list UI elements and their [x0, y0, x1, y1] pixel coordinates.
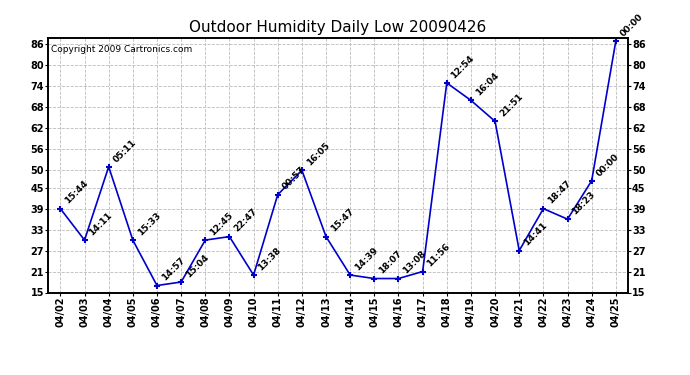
Text: 13:08: 13:08 [402, 249, 428, 276]
Text: 15:47: 15:47 [329, 207, 355, 234]
Text: 18:23: 18:23 [571, 190, 597, 216]
Title: Outdoor Humidity Daily Low 20090426: Outdoor Humidity Daily Low 20090426 [190, 20, 486, 35]
Text: 11:56: 11:56 [426, 242, 452, 269]
Text: 14:39: 14:39 [353, 246, 380, 272]
Text: 14:57: 14:57 [160, 256, 186, 283]
Text: 14:11: 14:11 [88, 211, 114, 237]
Text: 21:51: 21:51 [498, 92, 524, 118]
Text: 15:44: 15:44 [63, 179, 90, 206]
Text: Copyright 2009 Cartronics.com: Copyright 2009 Cartronics.com [51, 45, 193, 54]
Text: 00:00: 00:00 [619, 12, 645, 38]
Text: 16:04: 16:04 [474, 71, 500, 98]
Text: 12:54: 12:54 [450, 54, 476, 80]
Text: 12:45: 12:45 [208, 211, 235, 237]
Text: 00:00: 00:00 [595, 152, 621, 178]
Text: 18:47: 18:47 [546, 179, 573, 206]
Text: 14:41: 14:41 [522, 221, 549, 248]
Text: 15:33: 15:33 [136, 211, 162, 237]
Text: 05:11: 05:11 [112, 138, 138, 164]
Text: 18:07: 18:07 [377, 249, 404, 276]
Text: 22:47: 22:47 [233, 207, 259, 234]
Text: 15:04: 15:04 [184, 253, 210, 279]
Text: 16:05: 16:05 [305, 141, 331, 168]
Text: 00:57: 00:57 [281, 165, 307, 192]
Text: 13:38: 13:38 [257, 246, 283, 272]
